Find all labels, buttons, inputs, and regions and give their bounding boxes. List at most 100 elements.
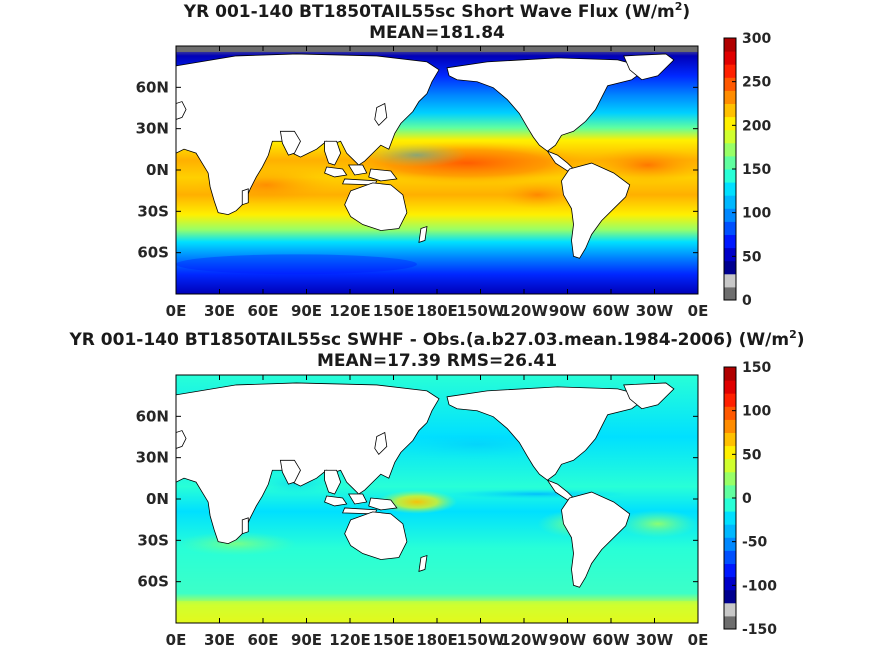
lat-tick-label: 60S	[137, 244, 169, 262]
top-colorbar	[723, 37, 737, 301]
bottom-subtitle: MEAN=17.39 RMS=26.41	[317, 351, 557, 371]
bottom-map	[176, 375, 698, 623]
top-lat-axis: 60N 30N 0N 30S 60S	[136, 78, 698, 262]
colorbar-segment	[724, 129, 736, 144]
colorbar-segment	[724, 445, 736, 460]
lon-tick-label: 150E	[373, 631, 415, 649]
colorbar-segment	[724, 524, 736, 538]
lat-tick-label: 0N	[146, 490, 169, 508]
lon-tick-label: 120E	[329, 302, 371, 320]
colorbar-segment	[724, 286, 736, 301]
colorbar-segment	[724, 406, 736, 420]
bottom-lat-axis: 60N 30N 0N 30S 60S	[136, 407, 698, 591]
colorbar-segment	[724, 498, 736, 512]
lon-tick-label: 30W	[636, 631, 674, 649]
lon-tick-label: 150E	[373, 302, 415, 320]
colorbar-tick-label: 150	[742, 162, 771, 178]
colorbar-segment	[724, 195, 736, 209]
lon-tick-label: 120W	[500, 631, 548, 649]
colorbar-tick-label: 0	[742, 491, 752, 507]
bottom-panel: YR 001-140 BT1850TAIL55sc SWHF - Obs.(a.…	[68, 328, 804, 649]
lat-tick-label: 60N	[136, 407, 169, 425]
colorbar-segment	[724, 458, 736, 473]
colorbar-segment	[724, 589, 736, 604]
colorbar-segment	[724, 77, 736, 91]
colorbar-tick-label: 50	[742, 447, 762, 463]
colorbar-segment	[724, 51, 736, 65]
colorbar-tick-label: -50	[742, 535, 768, 551]
lat-tick-label: 30N	[136, 449, 169, 467]
lat-tick-label: 30S	[137, 202, 169, 220]
colorbar-segment	[724, 155, 736, 170]
colorbar-segment	[724, 615, 736, 630]
lon-tick-label: 60E	[247, 302, 278, 320]
top-title: YR 001-140 BT1850TAIL55sc Short Wave Flu…	[183, 0, 690, 22]
lon-tick-label: 30E	[204, 302, 235, 320]
colorbar-segment	[724, 471, 736, 486]
colorbar-tick-label: 300	[742, 31, 771, 47]
lon-tick-label: 0E	[688, 302, 709, 320]
colorbar-segment	[724, 419, 736, 433]
lon-tick-label: 90W	[549, 631, 587, 649]
lon-tick-label: 60E	[247, 631, 278, 649]
colorbar-segment	[724, 208, 736, 222]
colorbar-segment	[724, 563, 736, 578]
lon-tick-label: 30E	[204, 631, 235, 649]
colorbar-segment	[724, 260, 736, 275]
bottom-title: YR 001-140 BT1850TAIL55sc SWHF - Obs.(a.…	[68, 328, 804, 350]
colorbar-segment	[724, 90, 736, 104]
lon-tick-label: 90E	[291, 631, 322, 649]
bottom-colorbar-ticks: 150 100 50 0 -50 -100 -150	[732, 360, 777, 638]
colorbar-segment	[724, 38, 736, 52]
colorbar-segment	[724, 576, 736, 591]
lon-tick-label: 180E	[416, 302, 458, 320]
colorbar-tick-label: 250	[742, 75, 771, 91]
colorbar-segment	[724, 169, 736, 183]
lon-tick-label: 60W	[592, 631, 630, 649]
colorbar-segment	[724, 393, 736, 407]
lon-tick-label: 0E	[688, 631, 709, 649]
lon-tick-label: 90W	[549, 302, 587, 320]
top-subtitle: MEAN=181.84	[369, 23, 505, 43]
colorbar-tick-label: 50	[742, 249, 762, 265]
colorbar-segment	[724, 64, 736, 78]
bottom-colorbar	[723, 366, 737, 630]
colorbar-segment	[724, 234, 736, 249]
colorbar-segment	[724, 537, 736, 551]
colorbar-segment	[724, 367, 736, 381]
colorbar-segment	[724, 221, 736, 235]
lon-tick-label: 150W	[457, 302, 505, 320]
colorbar-tick-label: 150	[742, 360, 771, 376]
lat-tick-label: 60N	[136, 78, 169, 96]
lon-tick-label: 0E	[166, 631, 187, 649]
colorbar-tick-label: -100	[742, 578, 777, 594]
lon-tick-label: 60W	[592, 302, 630, 320]
colorbar-segment	[724, 484, 736, 499]
colorbar-tick-label: 0	[742, 293, 752, 309]
colorbar-segment	[724, 273, 736, 288]
lon-tick-label: 150W	[457, 631, 505, 649]
lon-tick-label: 90E	[291, 302, 322, 320]
top-panel: YR 001-140 BT1850TAIL55sc Short Wave Flu…	[136, 0, 772, 320]
colorbar-segment	[724, 380, 736, 394]
top-map	[176, 46, 698, 294]
lat-tick-label: 30S	[137, 531, 169, 549]
lat-tick-label: 0N	[146, 161, 169, 179]
colorbar-segment	[724, 142, 736, 157]
colorbar-tick-label: 100	[742, 404, 771, 420]
colorbar-tick-label: 100	[742, 206, 771, 222]
lon-tick-label: 30W	[636, 302, 674, 320]
colorbar-segment	[724, 116, 736, 131]
lon-tick-label: 120E	[329, 631, 371, 649]
colorbar-segment	[724, 550, 736, 564]
lon-tick-label: 120W	[500, 302, 548, 320]
colorbar-segment	[724, 182, 736, 196]
lon-tick-label: 0E	[166, 302, 187, 320]
colorbar-tick-label: 200	[742, 118, 771, 134]
colorbar-segment	[724, 432, 736, 447]
colorbar-segment	[724, 602, 736, 617]
colorbar-segment	[724, 511, 736, 525]
